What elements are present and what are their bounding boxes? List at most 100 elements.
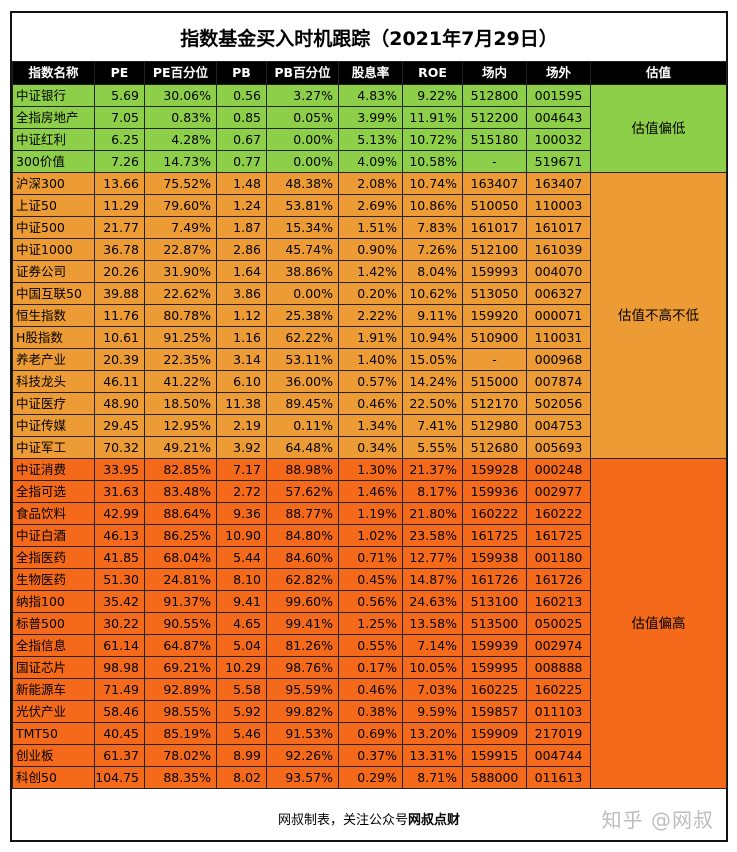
index-name-cell: 纳指100 — [12, 590, 95, 613]
dividend-yield-cell: 0.34% — [338, 436, 403, 459]
pb-percentile-cell: 84.80% — [266, 524, 339, 547]
index-name-cell: 全指医药 — [12, 546, 95, 569]
exchange-code-cell: 159939 — [462, 634, 527, 657]
table-row: 中证1000 36.78 22.87% 2.86 45.74% 0.90% 7.26% 512… — [12, 238, 727, 261]
otc-code-cell: 004753 — [526, 414, 591, 437]
pb-cell: 8.02 — [216, 766, 267, 789]
pe-percentile-cell: 98.55% — [144, 700, 217, 723]
pe-percentile-cell: 79.60% — [144, 194, 217, 217]
otc-code-cell: 004744 — [526, 744, 591, 767]
roe-cell: 9.11% — [402, 304, 463, 327]
header-row: 指数名称 PE PE百分位 PB PB百分位 股息率 ROE 场内 场外 估值 — [12, 61, 727, 85]
pe-cell: 5.69 — [94, 84, 145, 107]
pb-percentile-cell: 62.82% — [266, 568, 339, 591]
table-row: 中证消费 33.95 82.85% 7.17 88.98% 1.30% 21.37% 1599… — [12, 458, 727, 789]
pb-percentile-cell: 3.27% — [266, 84, 339, 107]
pb-percentile-cell: 99.60% — [266, 590, 339, 613]
otc-code-cell: 005693 — [526, 436, 591, 459]
table-row: 新能源车 71.49 92.89% 5.58 95.59% 0.46% 7.03% 16022… — [12, 678, 727, 701]
pb-percentile-cell: 99.41% — [266, 612, 339, 635]
pe-percentile-cell: 69.21% — [144, 656, 217, 679]
otc-code-cell: 004643 — [526, 106, 591, 129]
roe-cell: 10.94% — [402, 326, 463, 349]
pb-percentile-cell: 0.00% — [266, 150, 339, 173]
table-row: 纳指100 35.42 91.37% 9.41 99.60% 0.56% 24.63% 513… — [12, 590, 727, 613]
exchange-code-cell: 163407 — [462, 172, 527, 195]
table-row: 300价值 7.26 14.73% 0.77 0.00% 4.09% 10.58% -5196… — [12, 150, 727, 173]
pe-percentile-cell: 83.48% — [144, 480, 217, 503]
pb-percentile-cell: 98.76% — [266, 656, 339, 679]
pe-percentile-cell: 75.52% — [144, 172, 217, 195]
roe-cell: 21.37% — [402, 458, 463, 481]
exchange-code-cell: 159920 — [462, 304, 527, 327]
table-row: 国证芯片 98.98 69.21% 10.29 98.76% 0.17% 10.05% 159… — [12, 656, 727, 679]
pe-cell: 98.98 — [94, 656, 145, 679]
index-name-cell: 中证白酒 — [12, 524, 95, 547]
pe-cell: 58.46 — [94, 700, 145, 723]
header-cell: 指数名称 — [12, 61, 95, 85]
otc-code-cell: 004070 — [526, 260, 591, 283]
exchange-code-cell: 159936 — [462, 480, 527, 503]
exchange-code-cell: 510900 — [462, 326, 527, 349]
pb-cell: 1.24 — [216, 194, 267, 217]
pe-percentile-cell: 85.19% — [144, 722, 217, 745]
pe-cell: 7.05 — [94, 106, 145, 129]
pe-cell: 51.30 — [94, 568, 145, 591]
roe-cell: 7.26% — [402, 238, 463, 261]
roe-cell: 13.31% — [402, 744, 463, 767]
pb-percentile-cell: 53.81% — [266, 194, 339, 217]
roe-cell: 8.71% — [402, 766, 463, 789]
roe-cell: 24.63% — [402, 590, 463, 613]
pe-percentile-cell: 12.95% — [144, 414, 217, 437]
pe-percentile-cell: 91.25% — [144, 326, 217, 349]
footer-account: 网叔点财 — [408, 813, 461, 828]
otc-code-cell: 161039 — [526, 238, 591, 261]
dividend-yield-cell: 0.29% — [338, 766, 403, 789]
valuation-label: 估值不高不低 — [590, 172, 727, 459]
pb-cell: 10.90 — [216, 524, 267, 547]
exchange-code-cell: 515180 — [462, 128, 527, 151]
roe-cell: 9.59% — [402, 700, 463, 723]
pb-cell: 8.10 — [216, 568, 267, 591]
pb-cell: 6.10 — [216, 370, 267, 393]
pe-cell: 21.77 — [94, 216, 145, 239]
pb-percentile-cell: 36.00% — [266, 370, 339, 393]
pe-percentile-cell: 64.87% — [144, 634, 217, 657]
pb-percentile-cell: 88.77% — [266, 502, 339, 525]
pb-cell: 5.46 — [216, 722, 267, 745]
exchange-code-cell: 160225 — [462, 678, 527, 701]
otc-code-cell: 006327 — [526, 282, 591, 305]
index-name-cell: 中证军工 — [12, 436, 95, 459]
table-row: H股指数 10.61 91.25% 1.16 62.22% 1.91% 10.94% 5109… — [12, 326, 727, 349]
dividend-yield-cell: 2.08% — [338, 172, 403, 195]
dividend-yield-cell: 1.40% — [338, 348, 403, 371]
pb-percentile-cell: 93.57% — [266, 766, 339, 789]
pe-percentile-cell: 68.04% — [144, 546, 217, 569]
dividend-yield-cell: 0.71% — [338, 546, 403, 569]
otc-code-cell: 007874 — [526, 370, 591, 393]
dividend-yield-cell: 0.56% — [338, 590, 403, 613]
dividend-yield-cell: 0.20% — [338, 282, 403, 305]
pe-cell: 70.32 — [94, 436, 145, 459]
pb-percentile-cell: 45.74% — [266, 238, 339, 261]
pe-percentile-cell: 49.21% — [144, 436, 217, 459]
valuation-table: 指数名称 PE PE百分位 PB PB百分位 股息率 ROE 场内 场外 估值 … — [12, 61, 727, 789]
pe-cell: 42.99 — [94, 502, 145, 525]
table-row: 养老产业 20.39 22.35% 3.14 53.11% 1.40% 15.05% -000… — [12, 348, 727, 371]
table-body: 中证银行 5.69 30.06% 0.56 3.27% 4.83% 9.22% 512800 0… — [12, 84, 727, 789]
dividend-yield-cell: 0.90% — [338, 238, 403, 261]
pe-cell: 46.11 — [94, 370, 145, 393]
otc-code-cell: 502056 — [526, 392, 591, 415]
pb-percentile-cell: 99.82% — [266, 700, 339, 723]
index-name-cell: H股指数 — [12, 326, 95, 349]
pe-percentile-cell: 90.55% — [144, 612, 217, 635]
pb-cell: 2.19 — [216, 414, 267, 437]
footer-text: 网叔制表，关注公众号网叔点财 — [12, 809, 726, 828]
index-name-cell: 中证银行 — [12, 84, 95, 107]
index-name-cell: 全指房地产 — [12, 106, 95, 129]
exchange-code-cell: 161017 — [462, 216, 527, 239]
pb-percentile-cell: 0.05% — [266, 106, 339, 129]
pb-cell: 3.92 — [216, 436, 267, 459]
roe-cell: 8.17% — [402, 480, 463, 503]
index-name-cell: 养老产业 — [12, 348, 95, 371]
